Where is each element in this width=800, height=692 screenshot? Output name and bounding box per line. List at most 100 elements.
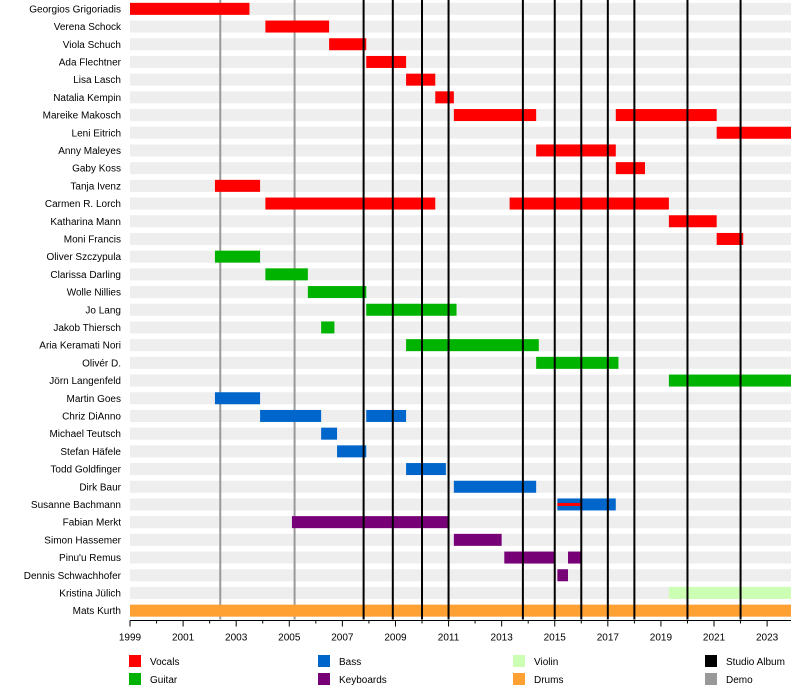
bar-guitar [321, 321, 335, 334]
member-label: Martin Goes [67, 394, 121, 405]
bar-keyboards [291, 516, 449, 529]
bar-guitar [406, 339, 539, 352]
row-stripe [130, 445, 791, 458]
member-label: Tanja Ivenz [70, 181, 121, 192]
bar-guitar [307, 286, 367, 299]
bar-guitar [668, 374, 791, 387]
row-stripe [130, 144, 791, 157]
member-label: Wolle Nillies [67, 288, 121, 299]
x-tick-label: 2001 [172, 633, 195, 644]
legend-swatch [129, 673, 141, 685]
bar-vocals [536, 144, 616, 157]
x-tick-label: 2013 [491, 633, 514, 644]
legend-label: Bass [339, 657, 361, 668]
member-label: Jo Lang [85, 305, 121, 316]
row-stripe [130, 356, 791, 369]
member-label: Michael Teutsch [49, 429, 121, 440]
row-stripe [130, 232, 791, 245]
bar-vocals [615, 109, 717, 122]
x-tick-label: 2015 [544, 633, 567, 644]
bar-vocals [435, 91, 454, 104]
member-label: Viola Schuch [63, 40, 121, 51]
member-label: Gaby Koss [72, 164, 121, 175]
bar-vocals [265, 197, 436, 210]
row-stripe [130, 20, 791, 33]
row-stripe [130, 55, 791, 68]
bar-guitar [536, 356, 619, 369]
bar-bass [406, 463, 446, 476]
legend-label: Demo [726, 675, 753, 686]
x-tick-label: 1999 [119, 633, 142, 644]
x-tick-label: 2021 [703, 633, 726, 644]
member-label: Leni Eitrich [72, 128, 121, 139]
legend-swatch [513, 655, 525, 667]
row-stripe [130, 409, 791, 422]
bar-vocals [557, 502, 582, 506]
legend-label: Keyboards [339, 675, 387, 686]
legend-swatch [513, 673, 525, 685]
bar-bass [321, 427, 338, 440]
bar-vocals [716, 126, 791, 139]
legend-label: Vocals [150, 657, 179, 668]
x-tick-label: 2017 [597, 633, 620, 644]
row-stripe [130, 427, 791, 440]
legend-label: Violin [534, 657, 558, 668]
member-label: Fabian Merkt [63, 518, 122, 529]
bar-vocals [406, 73, 436, 86]
member-label: Dirk Baur [79, 482, 121, 493]
bar-bass [366, 409, 407, 422]
bar-keyboards [557, 569, 569, 582]
x-tick-label: 2023 [756, 633, 779, 644]
legend-swatch [129, 655, 141, 667]
row-stripe [130, 197, 791, 210]
row-stripe [130, 463, 791, 476]
member-label: Anny Maleyes [58, 146, 121, 157]
row-stripe [130, 162, 791, 175]
row-stripe [130, 569, 791, 582]
bar-guitar [265, 268, 308, 281]
bar-vocals [615, 162, 645, 175]
member-label: Katharina Mann [50, 217, 121, 228]
bar-vocals [130, 2, 250, 15]
legend-swatch [705, 673, 717, 685]
x-tick-label: 2005 [278, 633, 301, 644]
bar-vocals [265, 20, 330, 33]
x-tick-label: 2007 [331, 633, 354, 644]
bar-bass [214, 392, 261, 405]
bar-vocals [509, 197, 669, 210]
member-label: Mats Kurth [73, 606, 121, 617]
bar-bass [260, 409, 322, 422]
row-stripe [130, 286, 791, 299]
legend-swatch [318, 673, 330, 685]
legend-label: Guitar [150, 675, 178, 686]
bar-vocals [329, 38, 367, 51]
member-label: Clarissa Darling [50, 270, 121, 281]
row-stripe [130, 498, 791, 511]
bar-vocals [366, 55, 407, 68]
row-stripe [130, 38, 791, 51]
row-stripe [130, 126, 791, 139]
member-label: Moni Francis [64, 234, 121, 245]
member-label: Georgios Grigoriadis [29, 4, 121, 15]
member-label: Susanne Bachmann [31, 500, 121, 511]
bar-keyboards [453, 533, 502, 546]
bar-drums [130, 604, 791, 617]
row-stripe [130, 268, 791, 281]
bar-vocals [214, 179, 261, 192]
member-label: Jakob Thiersch [53, 323, 121, 334]
bar-guitar [214, 250, 261, 263]
bar-keyboards [504, 551, 555, 564]
bar-vocals [716, 232, 744, 245]
row-stripe [130, 551, 791, 564]
member-label: Pinu'u Remus [59, 553, 121, 564]
row-stripe [130, 303, 791, 316]
member-label: Kristina Jülich [59, 588, 121, 599]
bar-vocals [453, 109, 537, 122]
bar-bass [453, 480, 537, 493]
bar-bass [557, 498, 616, 511]
member-label: Mareike Makosch [43, 111, 121, 122]
bar-guitar [366, 303, 457, 316]
member-label: Lisa Lasch [73, 75, 121, 86]
member-label: Todd Goldfinger [50, 465, 121, 476]
